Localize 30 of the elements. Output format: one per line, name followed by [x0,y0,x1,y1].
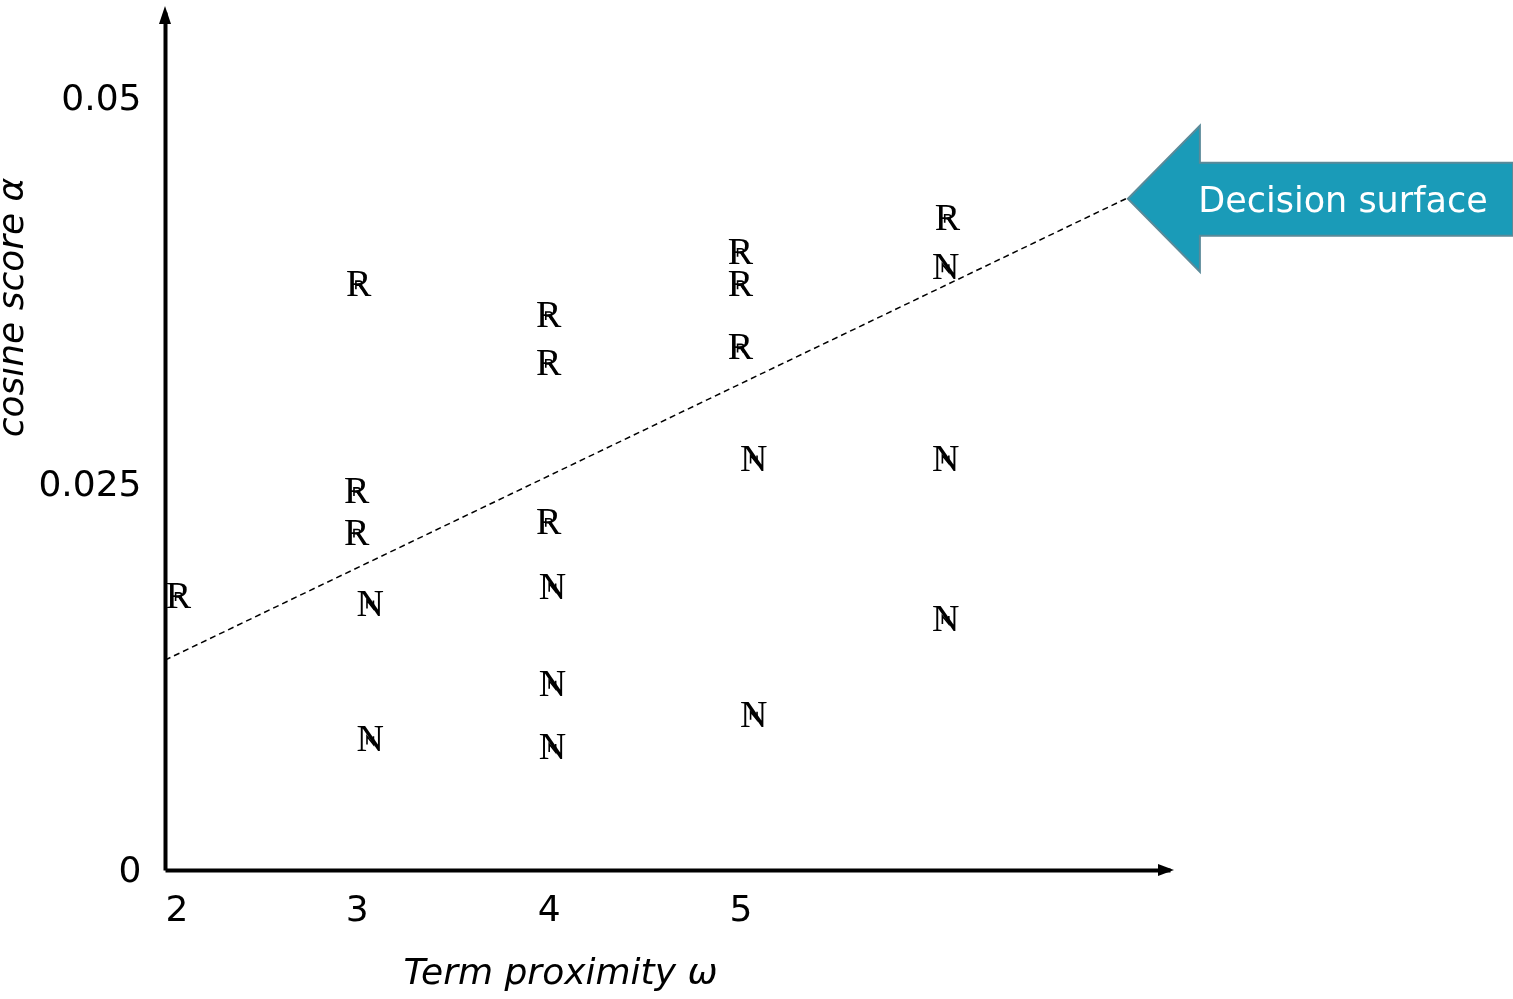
text: R [344,510,370,553]
text: N [740,436,768,479]
y-tick-label: 0.025 [38,462,142,504]
text: N [356,581,384,624]
text: R [535,499,562,542]
text: N [538,725,567,768]
x-tick-label: 3 [345,887,369,929]
x-tick-label: 2 [165,887,189,929]
x-tick-label: 4 [537,887,561,929]
x-tick-label: 5 [729,887,753,929]
series-label: N [931,245,960,288]
text: N [740,692,768,735]
series-label: R [727,229,754,272]
y-tick-label: 0.05 [61,76,142,118]
text: R [535,293,562,335]
text: N [356,717,384,760]
text: N [931,436,960,479]
text: R [535,340,562,383]
y-tick-label: 0 [118,848,142,890]
text: R [727,325,754,368]
x-axis-title: Term proximity ω [403,950,718,992]
text: N [538,564,567,607]
text: N [931,597,960,640]
text: R [346,262,372,305]
text: N [538,661,567,704]
text: R [165,573,192,616]
text: R [344,468,370,511]
text: R [934,195,961,238]
y-axis-title: cosine score α [0,177,31,438]
annotation: Decision surface [1198,179,1488,220]
